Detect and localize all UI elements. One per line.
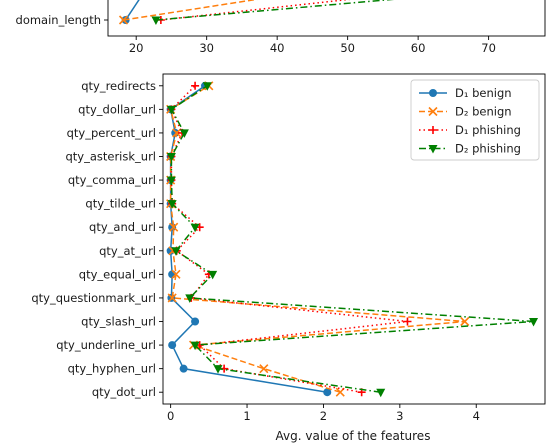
series-1-point-0 [118,15,129,25]
legend-marker-0 [429,89,437,97]
x-tick-label: 40 [270,41,285,55]
series-3-point-13 [202,82,212,91]
x-tick-label: 2 [320,409,327,423]
series-1-point-1 [259,364,269,374]
y-tick-label: domain_length [16,13,101,27]
legend-label-0: D₁ benign [455,86,512,100]
series-line-3 [155,0,395,21]
series-2-point-3 [403,317,412,326]
legend-label-1: D₂ benign [455,105,512,119]
series-line-3 [170,85,534,393]
legend: D₁ benign D₂ benign D₁ phishing D₂ phishing [410,79,540,161]
bottom-line-chart: qty_dot_url qty_hyphen_url qty_underline_u… [31,73,546,423]
series-0-point-11 [171,128,180,137]
y-tick-label: qty_asterisk_url [65,150,156,164]
series-3-point-6 [171,247,181,256]
x-tick-label: 70 [481,41,496,55]
legend-marker-1 [428,106,438,117]
plot-frame [162,73,546,405]
series-0-point-2 [168,341,177,350]
x-tick-label: 0 [167,409,174,423]
y-tick-label: qty_redirects [81,79,156,93]
top-line-chart: domain_lengthlength_url203040506070 [16,0,546,55]
series-3-point-1 [213,365,223,374]
y-tick-label: qty_dollar_url [78,102,156,116]
series-3-point-10 [166,153,176,162]
legend-box [410,79,540,161]
legend-label-3: D₂ phishing [455,142,521,156]
y-tick-label: qty_equal_url [79,267,156,281]
y-tick-label: qty_at_url [99,244,156,258]
series-0-point-0 [323,388,332,397]
y-tick-label: qty_hyphen_url [68,362,156,376]
series-line-0 [169,85,328,393]
series-3-point-4 [185,294,195,303]
legend-marker-3 [428,145,438,154]
y-tick-label: qty_underline_url [56,338,156,352]
series-3-point-2 [190,341,200,351]
y-tick-label: qty_comma_url [68,173,156,187]
series-3-point-9 [166,176,176,186]
series-2-point-13 [191,81,200,90]
series-3-point-0 [376,388,386,398]
series-line-0 [124,0,140,21]
x-tick-label: 3 [396,409,403,423]
legend-marker-2 [429,126,437,134]
series-0-point-3 [191,317,200,326]
series-1-point-5 [171,269,181,279]
y-tick-label: qty_questionmark_url [31,291,156,305]
x-tick-label: 20 [129,41,144,55]
x-tick-label: 60 [411,41,426,55]
series-1-point-11 [172,128,182,138]
series-3-point-0 [151,16,161,25]
y-tick-label: qty_dot_url [92,385,156,399]
plot-frame [107,0,546,37]
series-3-point-3 [529,318,539,327]
series-3-point-7 [190,223,200,233]
series-0-point-1 [179,364,188,373]
series-line-2 [160,0,351,21]
x-tick-label: 1 [243,409,250,423]
y-tick-label: qty_slash_url [81,315,156,329]
x-tick-label: 50 [340,41,355,55]
series-3-point-11 [179,129,189,138]
y-tick-label: qty_tilde_url [85,197,156,211]
x-tick-label: 4 [473,409,480,423]
series-1-point-7 [169,222,179,232]
x-axis-title: Avg. value of the features [276,429,431,443]
series-line-2 [170,85,408,393]
series-3-point-5 [208,270,218,280]
series-1-point-3 [460,316,470,327]
x-tick-label: 30 [199,41,214,55]
y-tick-label: qty_percent_url [67,126,156,140]
series-3-point-12 [166,105,176,115]
series-3-point-8 [167,200,177,209]
series-1-point-4 [167,293,177,303]
legend-label-2: D₁ phishing [455,123,521,137]
y-tick-label: qty_and_url [89,220,156,234]
series-0-point-7 [168,223,177,232]
series-line-1 [123,0,258,21]
